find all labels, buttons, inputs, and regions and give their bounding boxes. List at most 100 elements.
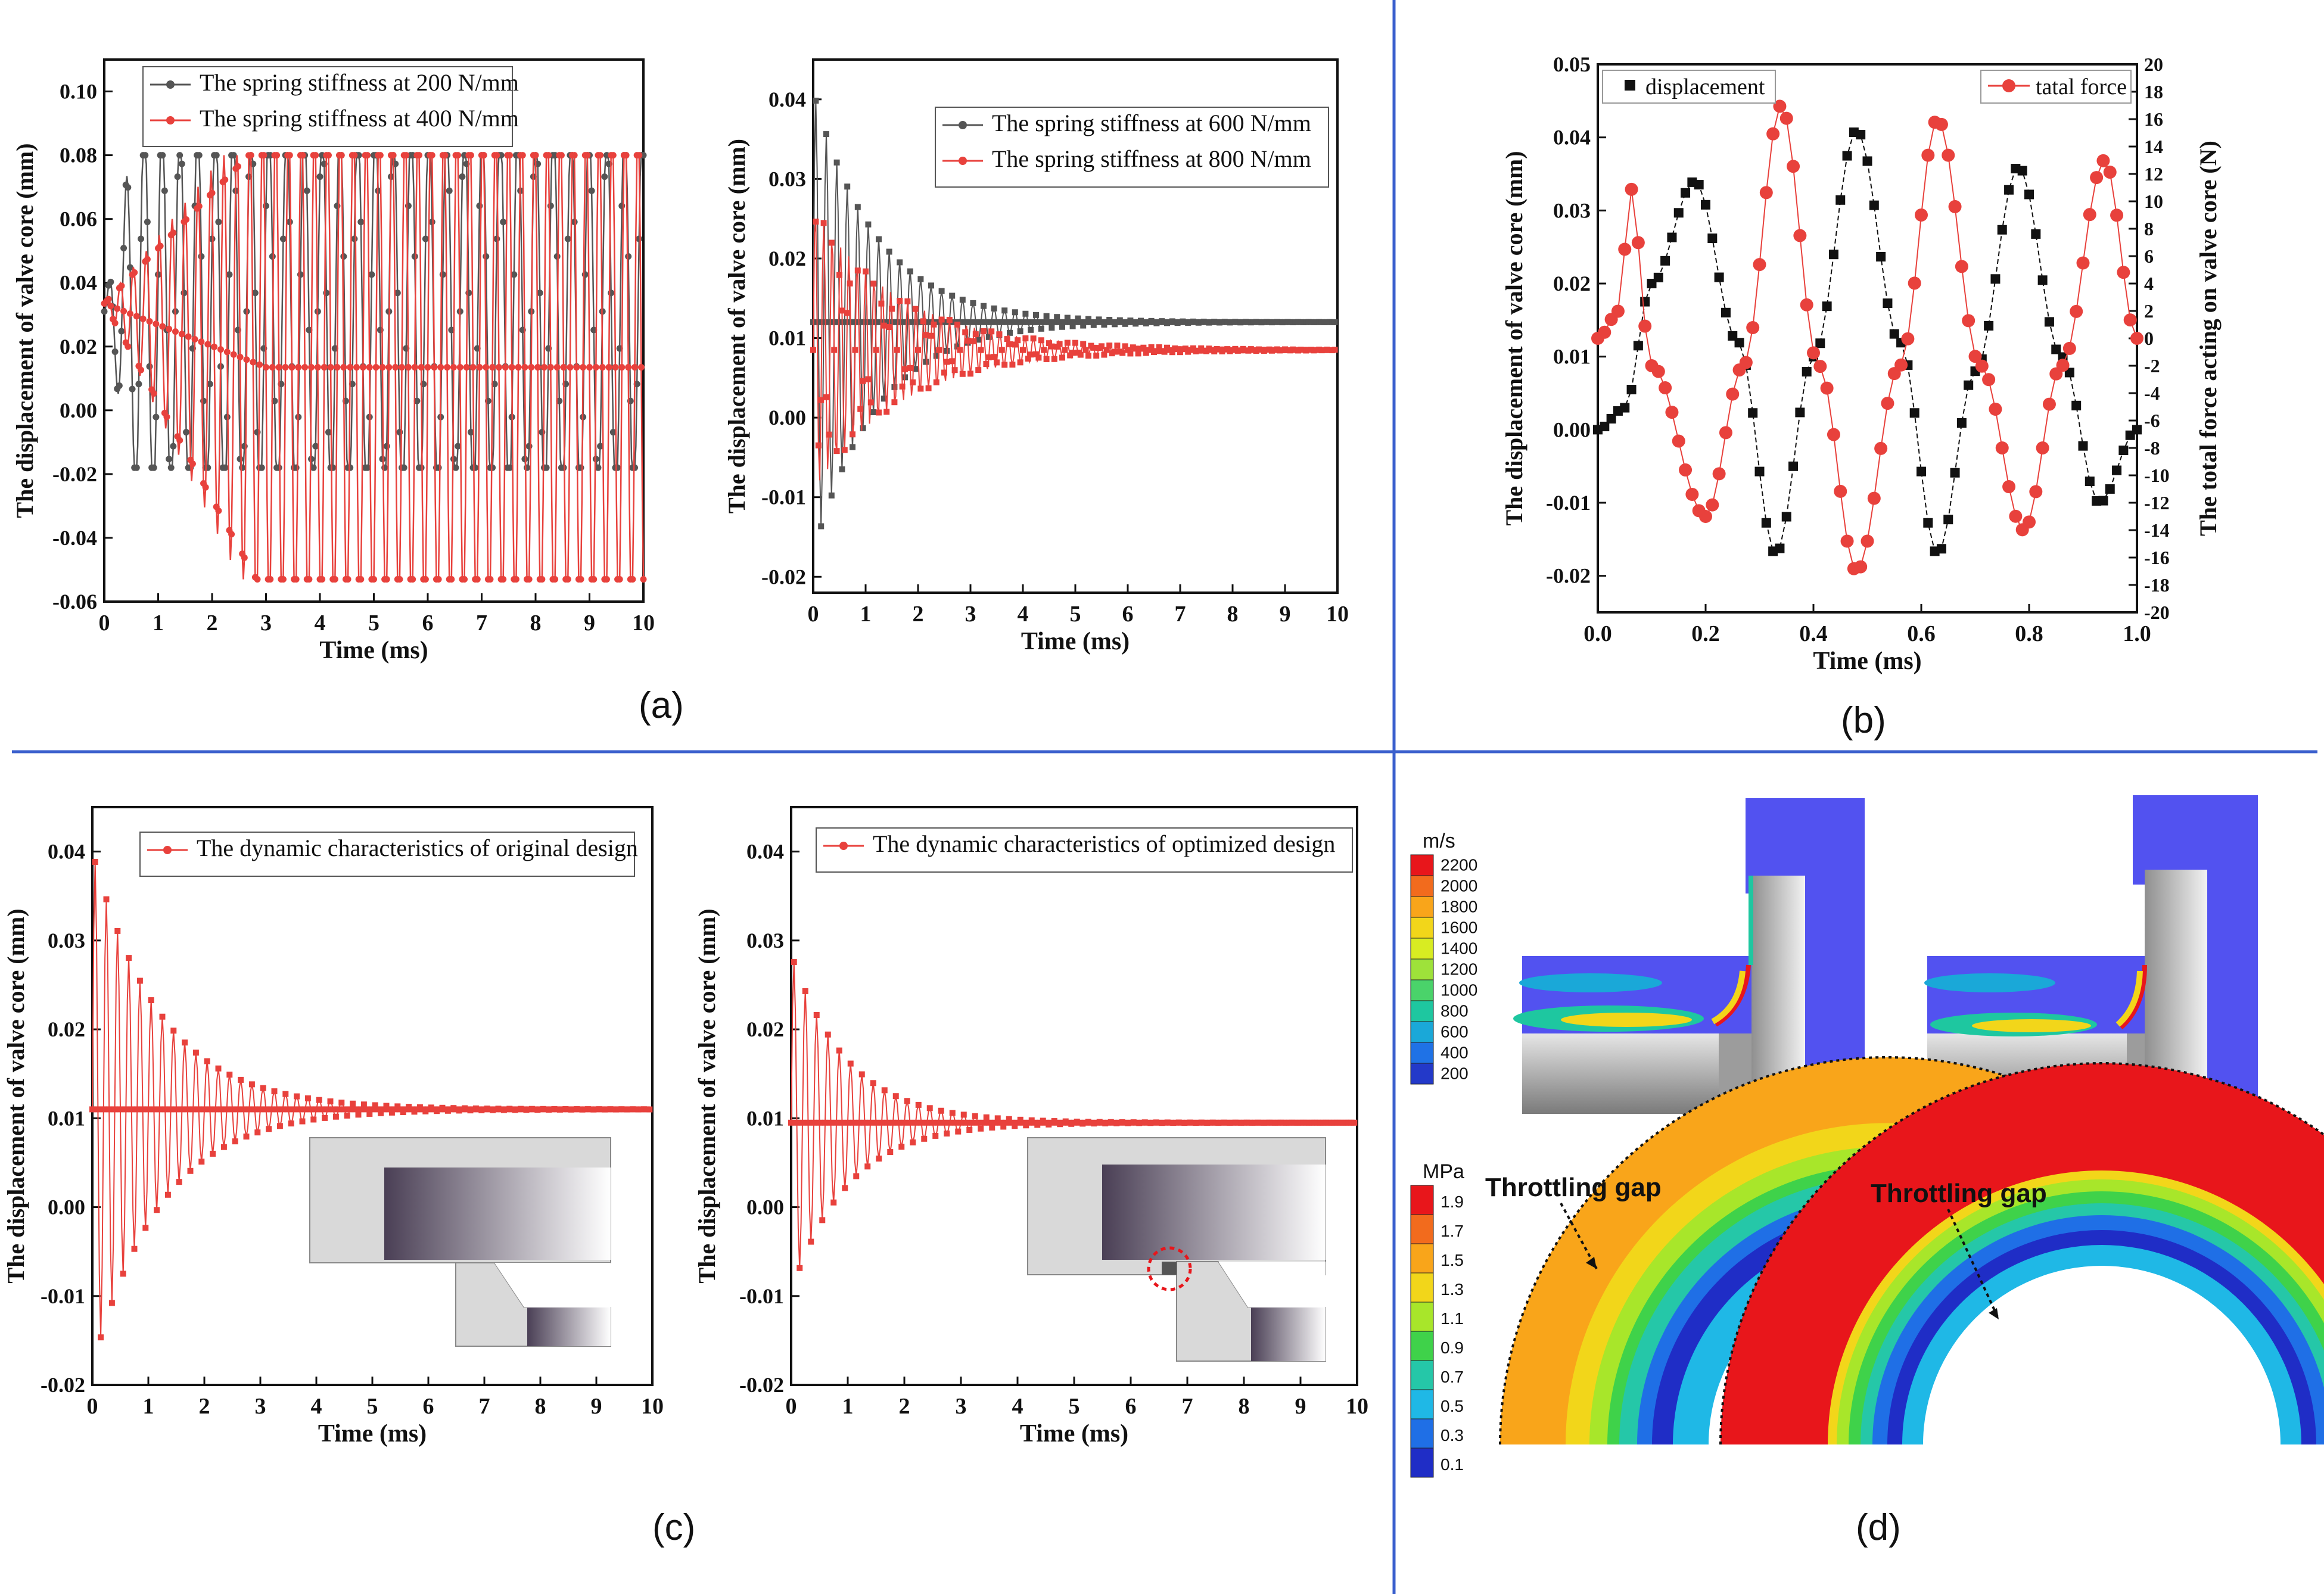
a1-ytick-label: -0.04 xyxy=(52,526,97,550)
b-y2tick-label: 10 xyxy=(2144,191,2163,212)
a1-series-point xyxy=(181,289,188,297)
b-series-point xyxy=(1936,544,1946,554)
b-series-point xyxy=(1964,380,1974,390)
c2-xtick-label: 10 xyxy=(1346,1394,1368,1419)
c2-series-point xyxy=(910,1139,916,1145)
c1-series-point xyxy=(380,1106,387,1113)
c1-series-point xyxy=(248,1081,255,1088)
a2-series-point xyxy=(928,332,934,339)
a1-series-point xyxy=(303,187,310,194)
a1-xtick-label: 2 xyxy=(207,611,218,636)
a1-series-point xyxy=(308,364,315,371)
a1-series-point xyxy=(616,576,623,583)
c1-series-point xyxy=(355,1112,362,1118)
a1-xtick-label: 5 xyxy=(368,611,379,636)
c2-series-point xyxy=(989,1124,995,1131)
b-series-point xyxy=(1766,127,1780,141)
c1-series-point xyxy=(139,1106,146,1113)
throttling-arrow-right xyxy=(1947,1209,2000,1320)
a1-series-point xyxy=(312,443,319,450)
a1-series-point xyxy=(450,456,457,463)
a1-series-point xyxy=(286,152,293,159)
c1-series-point xyxy=(240,1106,247,1113)
a1-series-point xyxy=(247,152,254,159)
a1-series-point xyxy=(139,315,147,322)
c1-series-point xyxy=(257,1106,263,1113)
b-series-point xyxy=(1626,384,1637,394)
a2-series-point xyxy=(1072,340,1078,346)
c2-series-point xyxy=(802,988,808,994)
a1-series-point xyxy=(592,456,599,463)
a1-series-point xyxy=(293,576,300,583)
c1-series-point xyxy=(223,1106,230,1113)
a1-series-point xyxy=(131,269,138,276)
a1-xtick-label: 7 xyxy=(476,611,487,636)
a1-series-point xyxy=(157,242,164,250)
c2-series-point xyxy=(983,1114,990,1120)
a1-series-point xyxy=(308,456,315,463)
a2-series-point xyxy=(967,371,973,377)
b-series-line xyxy=(1597,104,2138,569)
a2-legend-label: The spring stiffness at 800 N/mm xyxy=(992,145,1311,172)
b-series-point xyxy=(1620,403,1630,413)
b-series-point xyxy=(2024,189,2034,200)
c2-ytick-label: -0.02 xyxy=(739,1373,784,1397)
c2-series-point xyxy=(992,1119,998,1126)
b-series-point xyxy=(2023,515,2036,529)
a2-xtick-label: 8 xyxy=(1227,602,1239,627)
a1-series-point xyxy=(396,576,403,583)
a2-series-point xyxy=(836,319,842,325)
panel-label-b: (b) xyxy=(1841,700,1886,741)
b-series-point xyxy=(1995,441,2009,454)
a1-series-point xyxy=(411,253,418,260)
a1-series-point xyxy=(461,576,468,583)
a1-series-point xyxy=(368,271,375,278)
a1-series-point xyxy=(614,464,621,471)
c1-series-point xyxy=(98,1334,104,1341)
a2-series-point xyxy=(910,379,916,385)
a1-series-point xyxy=(299,152,306,159)
a1-series-point xyxy=(524,464,531,471)
a1-series-point xyxy=(467,152,474,159)
a2-series-point xyxy=(886,248,892,255)
a2-series-point xyxy=(1056,319,1063,325)
a1-series-point xyxy=(183,429,190,436)
a1-series-point xyxy=(316,173,323,180)
a2-series-point xyxy=(902,366,908,372)
b-series-point xyxy=(1840,534,1854,548)
b-series-point xyxy=(1734,338,1744,348)
a1-xtick-label: 3 xyxy=(260,611,272,636)
c1-series-point xyxy=(145,1106,151,1113)
b-series-point xyxy=(1943,515,1953,525)
pright-outer-dotted xyxy=(1719,1062,2324,1445)
a1-series-point xyxy=(178,160,185,167)
c2-series-point xyxy=(981,1119,987,1126)
c1-series-point xyxy=(338,1100,345,1106)
panel-label-c: (c) xyxy=(652,1507,695,1548)
a2-series-point xyxy=(863,268,869,275)
a1-series-point xyxy=(463,364,470,371)
b-series-point xyxy=(1915,208,1928,222)
velocity-color-cell xyxy=(1410,1021,1434,1043)
a2-series-point xyxy=(938,316,945,323)
c2-series-point xyxy=(975,1119,981,1126)
a1-series-point xyxy=(456,364,463,371)
a1-legend-marker xyxy=(166,80,175,89)
c1-xtick-label: 1 xyxy=(143,1394,154,1419)
a2-series-point xyxy=(920,318,926,325)
velocity-tick-label: 1800 xyxy=(1441,897,1477,916)
a1-xtick-label: 9 xyxy=(584,611,595,636)
a2-series-point xyxy=(823,131,829,138)
a2-series-point xyxy=(894,319,900,325)
a2-series-point xyxy=(1038,337,1044,344)
a2-series-point xyxy=(1069,323,1076,329)
a2-series-point xyxy=(991,305,997,312)
c2-series-point xyxy=(958,1119,964,1126)
c1-series-point xyxy=(274,1106,281,1113)
a1-series-point xyxy=(176,152,183,159)
a2-series-point xyxy=(1030,319,1037,325)
b-series-point xyxy=(1982,373,1996,387)
c1-xtick-label: 2 xyxy=(199,1394,210,1419)
a1-series-point xyxy=(448,326,455,334)
b-series-point xyxy=(1883,298,1893,309)
